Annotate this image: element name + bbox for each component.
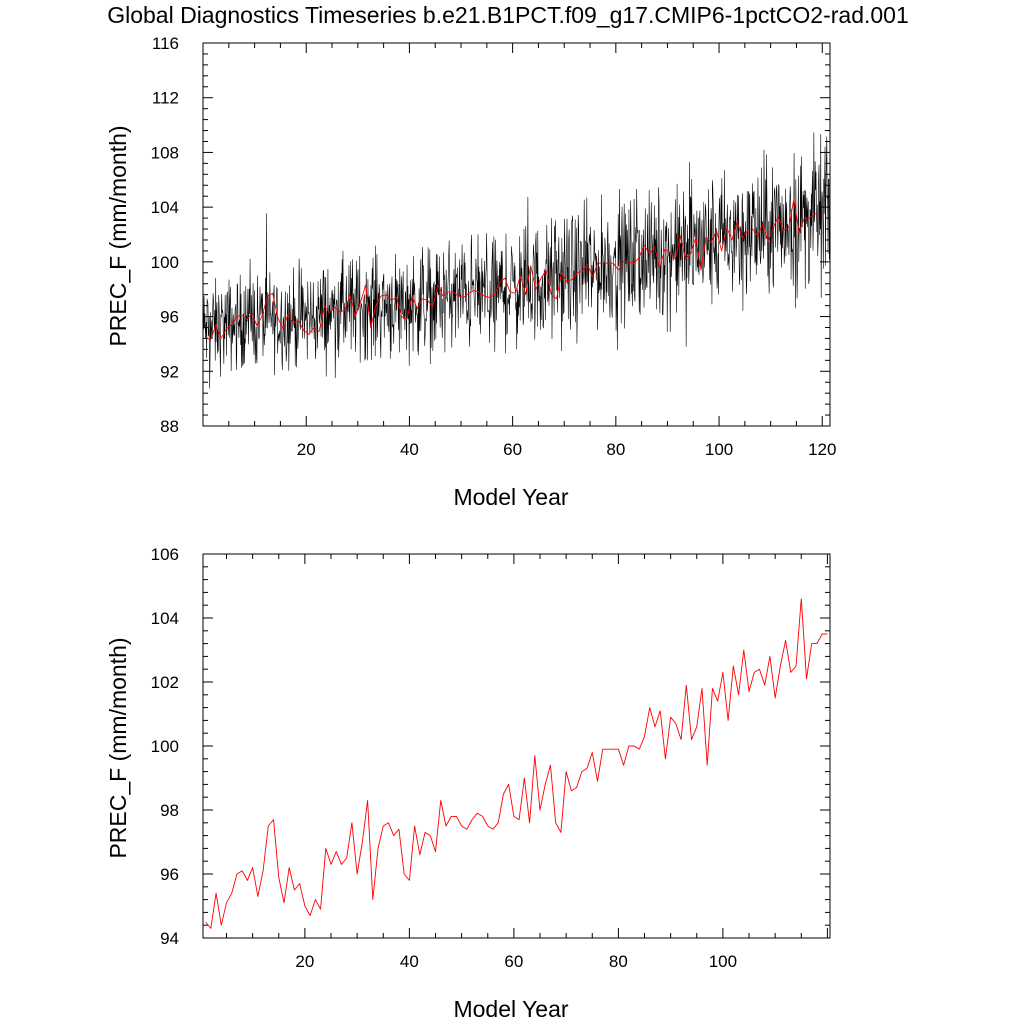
precip-annual-plot: 20 40 60 80 100 94 96 98 100 102 104 106 Model Yea… — [105, 545, 831, 1022]
x-tick-label: 60 — [503, 440, 522, 459]
y-tick-labels: 88 92 96 100 104 108 112 116 — [151, 34, 179, 436]
y-tick-label: 96 — [160, 865, 179, 884]
y-tick-label: 100 — [151, 253, 179, 272]
x-tick-label: 40 — [400, 952, 419, 971]
y-tick-label: 96 — [160, 308, 179, 327]
y-tick-label: 108 — [151, 143, 179, 162]
y-tick-label: 116 — [152, 34, 179, 53]
x-tick-label: 20 — [297, 440, 316, 459]
x-axis-label: Model Year — [453, 996, 568, 1022]
figure-title: Global Diagnostics Timeseries b.e21.B1PC… — [107, 2, 909, 28]
x-tick-label: 100 — [709, 952, 737, 971]
y-tick-label: 100 — [151, 737, 179, 756]
x-tick-label: 60 — [504, 952, 523, 971]
x-tick-label: 120 — [808, 440, 836, 459]
y-tick-label: 102 — [151, 673, 179, 692]
axis-ticks — [203, 42, 830, 427]
plot-frame — [202, 42, 831, 427]
annual-mean-line — [205, 598, 828, 929]
x-tick-label: 80 — [606, 440, 625, 459]
y-tick-label: 112 — [152, 89, 179, 108]
x-tick-label: 20 — [295, 952, 314, 971]
plot-frame — [202, 553, 831, 939]
x-axis-label: Model Year — [453, 484, 568, 510]
y-tick-label: 92 — [160, 362, 179, 381]
x-tick-labels: 20 40 60 80 100 120 — [297, 440, 837, 459]
x-tick-labels: 20 40 60 80 100 — [295, 952, 737, 971]
axis-ticks — [203, 553, 830, 939]
y-axis-label: PREC_F (mm/month) — [105, 637, 131, 858]
annual-mean-line — [205, 198, 820, 341]
y-tick-label: 88 — [160, 417, 179, 436]
x-tick-label: 80 — [609, 952, 628, 971]
series-lines — [205, 598, 828, 929]
series-lines — [202, 132, 831, 389]
y-tick-labels: 94 96 98 100 102 104 106 — [151, 545, 179, 948]
y-tick-label: 104 — [151, 198, 179, 217]
precip-monthly-plot: 20 40 60 80 100 120 88 92 96 100 104 108 112 116 Mod… — [105, 34, 836, 510]
y-tick-label: 106 — [151, 545, 179, 564]
x-tick-label: 40 — [400, 440, 419, 459]
monthly-series-line — [202, 132, 831, 389]
y-tick-label: 98 — [160, 801, 179, 820]
y-tick-label: 104 — [151, 609, 179, 628]
y-axis-label: PREC_F (mm/month) — [105, 125, 131, 346]
x-tick-label: 100 — [705, 440, 733, 459]
y-tick-label: 94 — [160, 929, 179, 948]
